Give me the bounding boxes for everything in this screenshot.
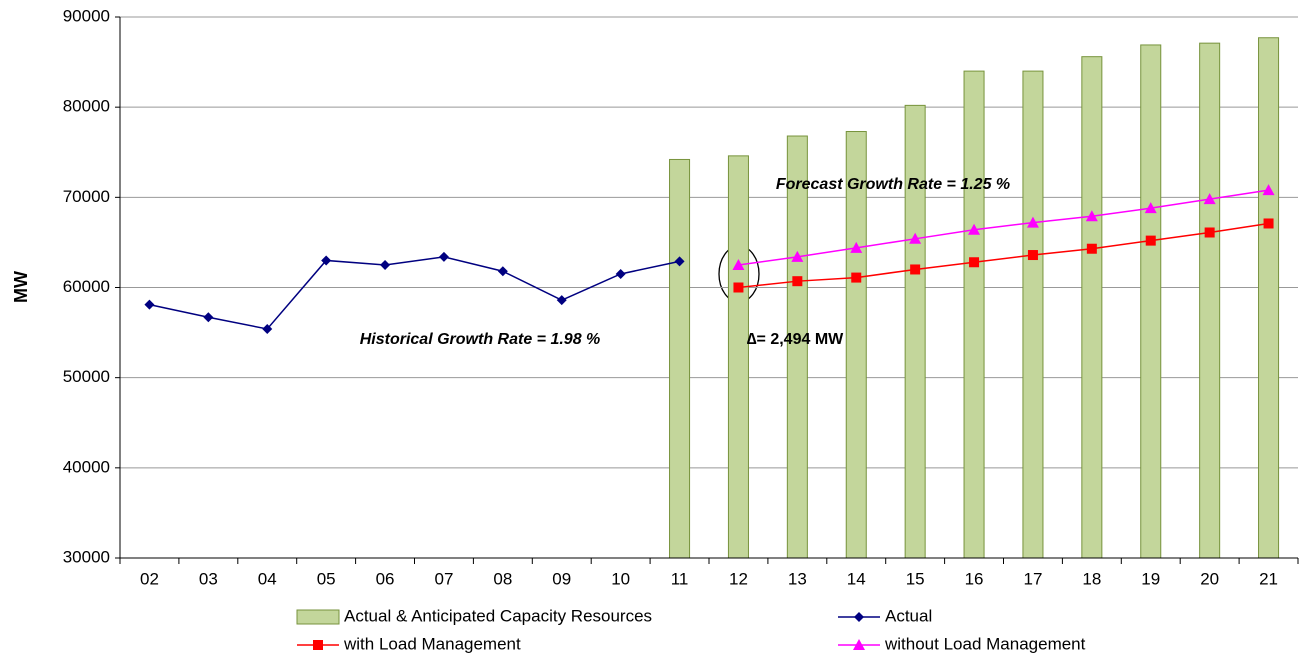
x-tick-label: 04	[258, 569, 277, 588]
bar	[1022, 70, 1044, 559]
point	[556, 295, 567, 306]
legend-marker	[854, 612, 864, 622]
point	[1204, 227, 1215, 238]
point	[792, 276, 803, 287]
y-tick-label: 90000	[63, 6, 110, 25]
point	[1262, 184, 1275, 196]
x-tick-label: 16	[965, 569, 984, 588]
y-tick-label: 30000	[63, 547, 110, 566]
annotation: Historical Growth Rate = 1.98 %	[360, 331, 601, 348]
x-tick-label: 11	[671, 569, 689, 588]
legend-label: Actual	[885, 606, 932, 625]
bar	[1140, 44, 1162, 559]
x-tick-label: 09	[552, 569, 571, 588]
y-tick-label: 50000	[63, 367, 110, 386]
x-tick-label: 03	[199, 569, 218, 588]
bar	[1199, 42, 1221, 559]
bar	[1258, 37, 1280, 559]
line	[738, 222, 1269, 289]
legend-marker	[313, 640, 323, 650]
point	[674, 256, 685, 267]
x-tick-label: 02	[140, 569, 159, 588]
y-tick-label: 70000	[63, 187, 110, 206]
point	[791, 250, 804, 262]
x-tick-label: 06	[376, 569, 395, 588]
point	[968, 223, 981, 235]
point	[1144, 202, 1157, 214]
bar	[727, 155, 749, 559]
y-axis-label: MW	[11, 271, 31, 303]
x-tick-label: 19	[1141, 569, 1160, 588]
point	[203, 312, 214, 323]
legend-label: with Load Management	[343, 634, 521, 653]
x-tick-label: 07	[434, 569, 453, 588]
bar	[845, 131, 867, 559]
x-tick-label: 14	[847, 569, 866, 588]
point	[1145, 235, 1156, 246]
point	[262, 323, 273, 334]
legend-label: without Load Management	[884, 634, 1086, 653]
y-tick-label: 60000	[63, 277, 110, 296]
point	[1203, 193, 1216, 205]
x-tick-label: 12	[729, 569, 748, 588]
annotation: Forecast Growth Rate = 1.25 %	[776, 176, 1010, 193]
point	[321, 255, 332, 266]
x-tick-label: 10	[611, 569, 630, 588]
x-tick-label: 17	[1023, 569, 1042, 588]
legend-marker	[853, 639, 865, 650]
point	[1263, 218, 1274, 229]
point	[497, 266, 508, 277]
x-tick-label: 15	[906, 569, 925, 588]
point	[969, 257, 980, 268]
line	[149, 256, 680, 330]
bar	[904, 104, 926, 559]
bar	[669, 158, 691, 559]
x-tick-label: 20	[1200, 569, 1219, 588]
bar	[963, 70, 985, 559]
legend-swatch	[296, 609, 340, 625]
point	[1026, 216, 1039, 228]
point	[438, 251, 449, 262]
point	[909, 232, 922, 244]
point	[733, 282, 744, 293]
legend-label: Actual & Anticipated Capacity Resources	[344, 606, 652, 625]
point	[732, 258, 745, 270]
annotation: ∆= 2,494 MW	[747, 331, 844, 348]
y-tick-label: 40000	[63, 457, 110, 476]
point	[851, 272, 862, 283]
point	[910, 264, 921, 275]
point	[380, 259, 391, 270]
point	[1085, 210, 1098, 222]
x-tick-label: 18	[1082, 569, 1101, 588]
line	[738, 189, 1269, 266]
x-tick-label: 13	[788, 569, 807, 588]
x-tick-label: 21	[1259, 569, 1278, 588]
point	[615, 268, 626, 279]
x-tick-label: 05	[317, 569, 336, 588]
bar	[1081, 56, 1103, 559]
x-tick-label: 08	[493, 569, 512, 588]
point	[1086, 243, 1097, 254]
point	[850, 241, 863, 253]
point	[144, 299, 155, 310]
y-tick-label: 80000	[63, 97, 110, 116]
point	[1027, 250, 1038, 261]
